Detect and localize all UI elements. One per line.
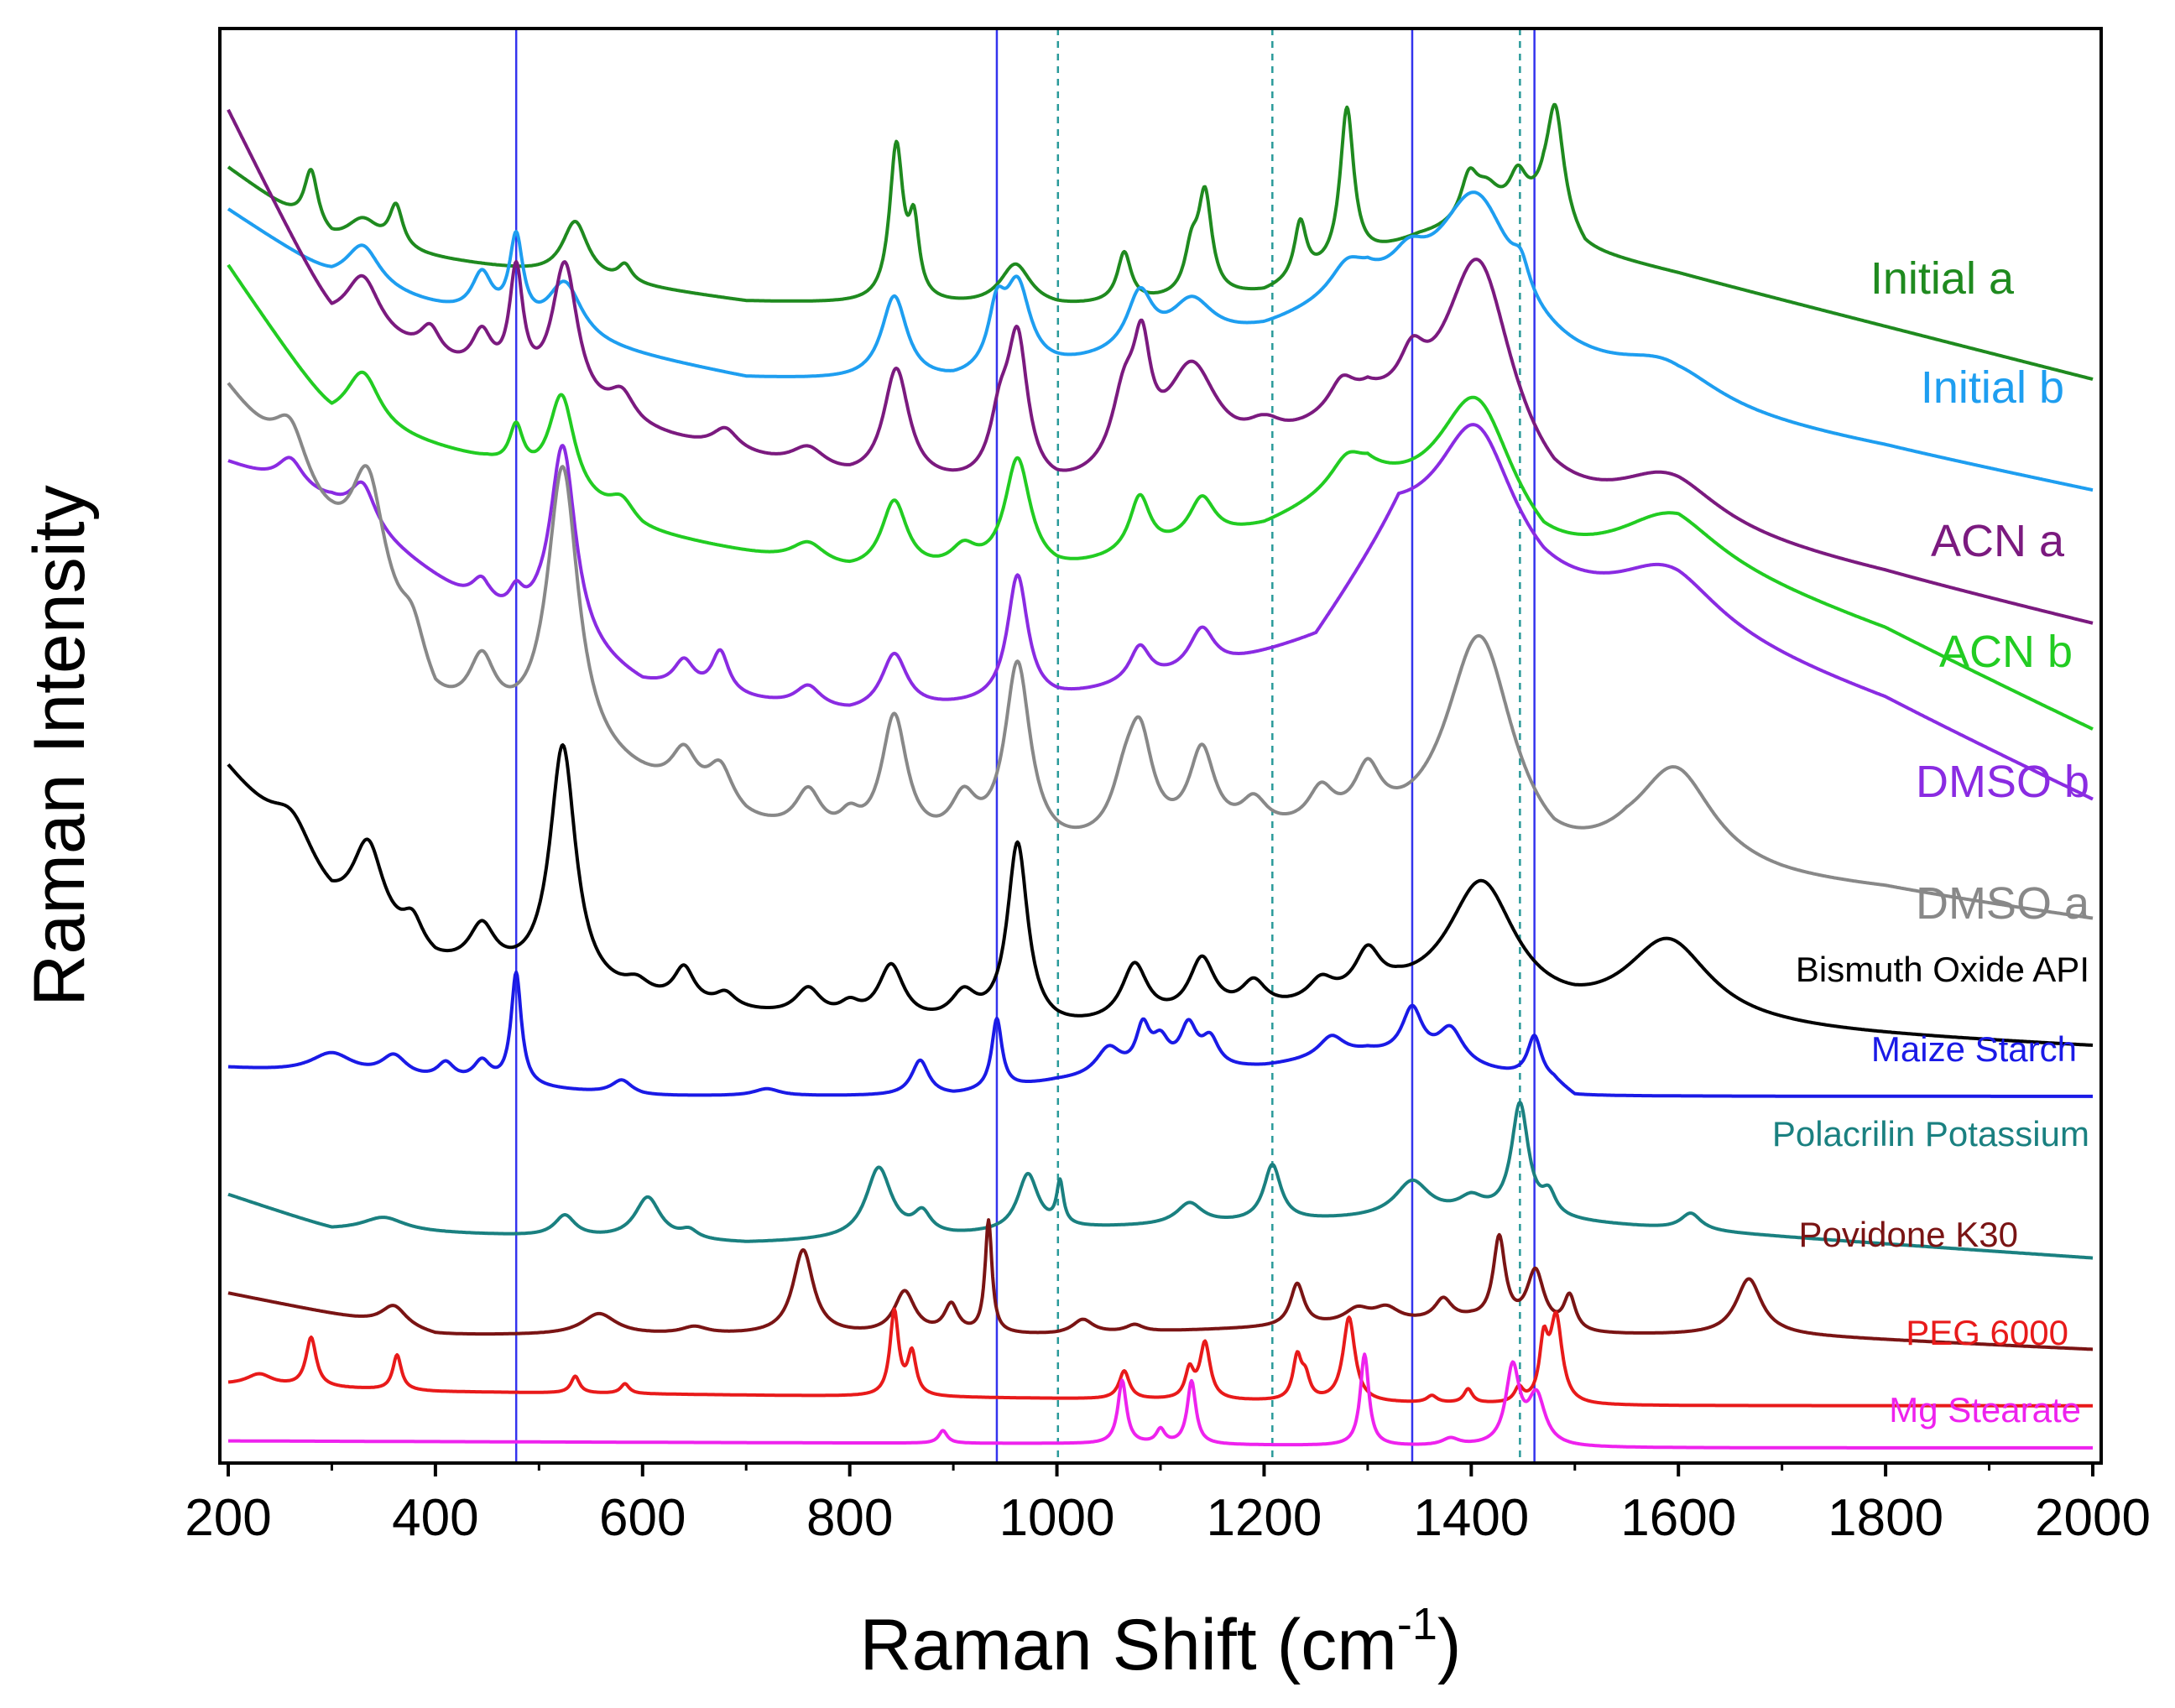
series-line-initial-b — [227, 190, 2094, 492]
series-label-polacrilin-potassium: Polacrilin Potassium — [1772, 1114, 2089, 1153]
series-label-acn-b: ACN b — [1939, 627, 2073, 677]
spectra-series — [227, 102, 2094, 1450]
x-tick-label-600: 600 — [599, 1489, 686, 1547]
x-tick-label-1400: 1400 — [1413, 1489, 1529, 1547]
series-label-dmso-b: DMSO b — [1916, 757, 2089, 807]
series-label-dmso-a: DMSO a — [1916, 878, 2090, 929]
x-tick-label-400: 400 — [392, 1489, 478, 1547]
series-label-maize-starch: Maize Starch — [1871, 1029, 2077, 1069]
x-tick-label-1800: 1800 — [1828, 1489, 1943, 1547]
series-line-dmso-a — [227, 382, 2094, 920]
series-label-bismuth-oxide-api: Bismuth Oxide API — [1796, 950, 2089, 989]
series-label-peg-6000: PEG 6000 — [1906, 1313, 2068, 1352]
x-tick-label-800: 800 — [806, 1489, 893, 1547]
x-axis-title-superscript: -1 — [1397, 1599, 1437, 1649]
x-tick-label-1000: 1000 — [999, 1489, 1115, 1547]
x-axis-title-suffix: ) — [1437, 1605, 1462, 1685]
series-labels: Initial a Initial b ACN a ACN b DMSO b DMSO a… — [1772, 253, 2090, 1429]
x-axis-title-main: Raman Shift (cm — [859, 1605, 1396, 1685]
x-tick-label-1600: 1600 — [1620, 1489, 1736, 1547]
series-line-dmso-b — [227, 423, 2094, 801]
series-line-povidone-k30 — [227, 1218, 2094, 1351]
series-label-mg-stearate: Mg Stearate — [1889, 1390, 2081, 1429]
reference-lines — [514, 29, 1536, 1463]
x-axis-title: Raman Shift (cm-1) — [859, 1599, 1461, 1685]
series-line-acn-a — [227, 108, 2094, 625]
series-label-povidone-k30: Povidone K30 — [1798, 1215, 2018, 1254]
series-line-polacrilin-potassium — [227, 1101, 2094, 1260]
series-line-mg-stearate — [227, 1352, 2094, 1450]
series-label-initial-b: Initial b — [1921, 362, 2064, 413]
series-label-initial-a: Initial a — [1870, 253, 2015, 304]
x-tick-label-2000: 2000 — [2035, 1489, 2151, 1547]
series-line-bismuth-oxide-api — [227, 743, 2094, 1047]
series-label-acn-a: ACN a — [1931, 516, 2065, 566]
x-axis-ticks: 200 400 600 800 1000 1200 1400 1600 1800 2000 — [185, 1463, 2151, 1547]
series-line-initial-a — [227, 102, 2094, 381]
x-tick-label-200: 200 — [185, 1489, 271, 1547]
y-axis-title: Raman Intensity — [19, 485, 100, 1006]
x-tick-label-1200: 1200 — [1206, 1489, 1322, 1547]
series-line-acn-b — [227, 263, 2094, 731]
series-line-peg-6000 — [227, 1307, 2094, 1408]
series-line-maize-starch — [227, 970, 2094, 1098]
